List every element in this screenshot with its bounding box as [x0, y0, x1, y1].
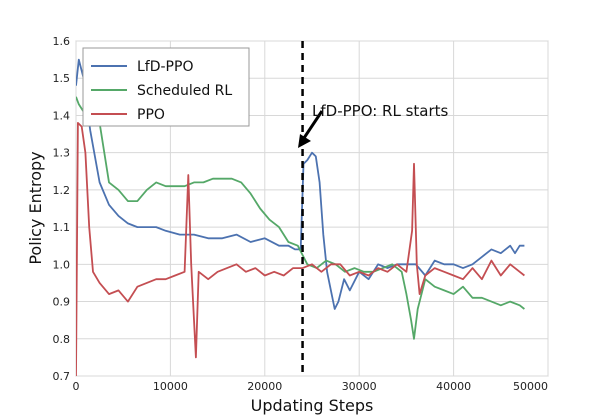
- annotation-arrow-shaft: [300, 110, 324, 142]
- x-tick-label: 0: [73, 380, 80, 393]
- y-tick-labels: 0.7 0.8 0.9 1.0 1.1 1.2 1.3 1.4 1.5 1.6: [53, 35, 71, 383]
- y-tick-label: 1.6: [53, 35, 71, 48]
- legend: LfD-PPO Scheduled RL PPO: [82, 47, 250, 127]
- x-tick-labels: 0 10000 20000 30000 40000 50000: [73, 380, 549, 393]
- x-tick-label: 30000: [342, 380, 377, 393]
- y-tick-label: 1.3: [53, 147, 71, 160]
- y-tick-label: 1.0: [53, 258, 71, 271]
- x-tick-label: 50000: [513, 380, 548, 393]
- annotation-text: LfD-PPO: RL starts: [312, 102, 449, 120]
- y-tick-label: 1.1: [53, 221, 71, 234]
- x-tick-label: 20000: [247, 380, 282, 393]
- legend-label: PPO: [137, 107, 165, 123]
- legend-label: Scheduled RL: [137, 83, 232, 99]
- y-tick-label: 0.7: [53, 370, 71, 383]
- y-tick-label: 0.9: [53, 296, 71, 309]
- legend-label: LfD-PPO: [137, 59, 193, 75]
- y-tick-label: 0.8: [53, 333, 71, 346]
- y-tick-label: 1.4: [53, 109, 71, 122]
- annotation-arrow-head: [298, 134, 311, 148]
- y-tick-label: 1.2: [53, 184, 71, 197]
- series-line-scheduled-rl: [76, 96, 525, 340]
- series-line-lfd-ppo: [76, 58, 525, 310]
- x-axis-label: Updating Steps: [251, 396, 374, 415]
- y-tick-label: 1.5: [53, 72, 71, 85]
- x-tick-label: 10000: [153, 380, 188, 393]
- series-line-ppo: [76, 122, 525, 376]
- x-tick-label: 40000: [436, 380, 471, 393]
- y-axis-label: Policy Entropy: [26, 151, 45, 264]
- annotation: LfD-PPO: RL starts: [298, 102, 449, 148]
- series-lines: [76, 58, 525, 376]
